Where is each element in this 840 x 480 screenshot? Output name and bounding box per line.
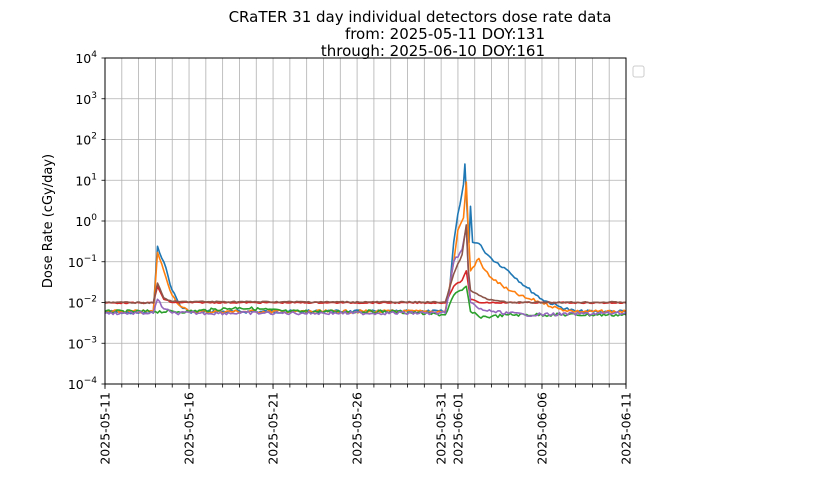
series-line-5 <box>104 226 627 317</box>
x-tick-label: 2025-05-21 <box>266 392 281 465</box>
chart-title: CRaTER 31 day individual detectors dose … <box>229 8 612 26</box>
x-tick-label: 2025-05-11 <box>98 392 113 465</box>
x-tick-label: 2025-06-06 <box>534 392 549 465</box>
legend-box <box>632 65 645 78</box>
y-axis-label: Dose Rate (cGy/day) <box>41 154 56 288</box>
axis-ticks: 10−4 10−3 10−2 10−1 100 101 102 103 104 2025-05-1… <box>68 50 634 465</box>
x-tick-label: 2025-06-01 <box>450 392 465 465</box>
y-tick-label: 101 <box>75 172 97 188</box>
x-tick-label: 2025-05-16 <box>182 392 197 465</box>
plot-frame <box>104 57 627 385</box>
chart-subtitle-through: through: 2025-06-10 DOY:161 <box>321 42 545 60</box>
y-tick-label: 104 <box>75 50 97 66</box>
x-tick-label: 2025-06-11 <box>619 392 634 465</box>
chart-subtitle-from: from: 2025-05-11 DOY:131 <box>345 25 545 43</box>
x-tick-label: 2025-05-26 <box>350 392 365 465</box>
y-tick-label: 103 <box>75 91 97 107</box>
y-tick-label: 100 <box>75 213 97 229</box>
y-tick-label: 10−3 <box>68 335 97 351</box>
series-line-6 <box>104 224 627 305</box>
series-lines <box>104 163 627 319</box>
y-tick-label: 10−2 <box>68 295 97 311</box>
y-tick-label: 10−1 <box>68 254 97 270</box>
x-tick-label: 2025-05-31 <box>434 392 449 465</box>
y-tick-label: 10−4 <box>68 376 97 392</box>
y-tick-label: 102 <box>75 132 97 148</box>
